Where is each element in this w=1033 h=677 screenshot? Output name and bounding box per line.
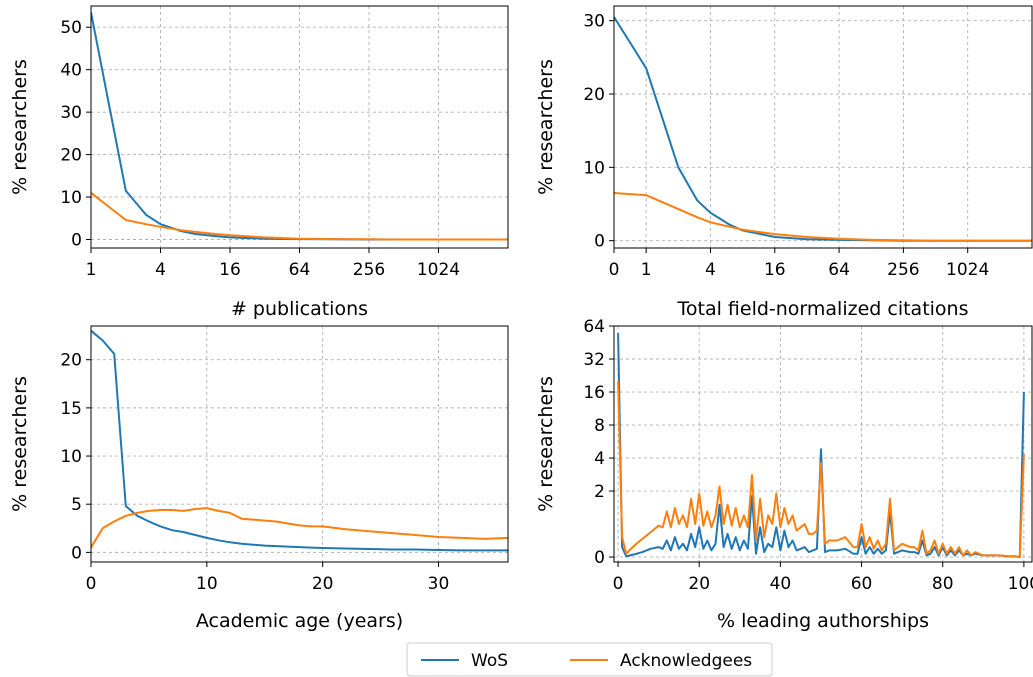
series-line-wos	[614, 16, 1032, 242]
series-line-acknowledgees	[91, 507, 508, 549]
x-tick-label: 256	[353, 260, 385, 280]
plot-frame	[613, 325, 1033, 563]
x-tick-label: 30	[428, 574, 450, 594]
x-tick-label: 64	[828, 260, 850, 280]
x-tick-label: 1	[86, 260, 97, 280]
plot-frame	[90, 325, 509, 563]
x-tick-label: 60	[851, 574, 873, 594]
y-tick-label: 10	[60, 447, 82, 467]
y-tick-label: 0	[594, 232, 605, 252]
x-tick-label: 4	[155, 260, 166, 280]
x-tick-label: 16	[764, 260, 786, 280]
legend-label-acknowledgees: Acknowledgees	[620, 651, 752, 671]
x-tick-label: 0	[609, 260, 620, 280]
subplot-3: 0 10 20 30 0 5 10 15 20 Academic age (years) % res…	[9, 325, 509, 632]
y-tick-label: 10	[60, 188, 82, 208]
y-tick-label: 4	[594, 449, 605, 469]
y-tick-label: 8	[594, 416, 605, 436]
y-tick-label: 30	[60, 103, 82, 123]
x-tick-label: 100	[1008, 574, 1033, 594]
x-tick-label: 4	[705, 260, 716, 280]
legend-label-wos: WoS	[471, 651, 508, 671]
y-tick-label: 40	[60, 61, 82, 81]
x-tick-label: 20	[688, 574, 710, 594]
y-axis-label: % researchers	[9, 59, 31, 195]
series-line-wos	[91, 330, 508, 552]
x-tick-label: 20	[312, 574, 334, 594]
x-tick-label: 0	[86, 574, 97, 594]
series-line-acknowledgees	[91, 192, 508, 241]
y-tick-label: 10	[583, 158, 605, 178]
y-axis-label: % researchers	[535, 59, 557, 195]
subplot-4: 0 20 40 60 80 100 0 2 4 8 16 32 64 % leading authorsh…	[535, 317, 1033, 632]
x-tick-label: 80	[932, 574, 954, 594]
series-line-acknowledgees	[614, 192, 1032, 242]
x-tick-label: 64	[289, 260, 311, 280]
x-axis-label: # publications	[231, 298, 368, 320]
x-tick-label: 0	[613, 574, 624, 594]
y-tick-label: 32	[583, 350, 605, 370]
legend: WoS Acknowledgees	[406, 642, 773, 677]
y-axis-label: % researchers	[535, 376, 557, 512]
y-tick-label: 0	[71, 543, 82, 563]
x-tick-label: 10	[196, 574, 218, 594]
y-tick-label: 20	[60, 351, 82, 371]
y-tick-label: 16	[583, 383, 605, 403]
y-tick-label: 64	[583, 317, 605, 337]
x-tick-label: 16	[219, 260, 241, 280]
x-tick-label: 1024	[417, 260, 460, 280]
y-tick-label: 20	[583, 85, 605, 105]
x-axis-label: Total field-normalized citations	[677, 298, 969, 320]
y-tick-label: 20	[60, 146, 82, 166]
y-tick-label: 50	[60, 18, 82, 38]
subplot-2: 0 1 4 16 64 256 1024 0 10 20 30 Total field-normali…	[535, 5, 1033, 320]
y-tick-label: 0	[594, 548, 605, 568]
y-tick-label: 2	[594, 482, 605, 502]
x-tick-label: 256	[887, 260, 919, 280]
x-tick-label: 1	[641, 260, 652, 280]
y-tick-label: 0	[71, 231, 82, 251]
y-tick-label: 15	[60, 399, 82, 419]
y-tick-label: 30	[583, 12, 605, 32]
x-axis-label: % leading authorships	[717, 610, 929, 632]
y-axis-label: % researchers	[9, 376, 31, 512]
series-line-acknowledgees	[617, 381, 1025, 558]
x-tick-label: 40	[770, 574, 792, 594]
plot-frame	[613, 5, 1033, 249]
subplot-1: 1 4 16 64 256 1024 0 10 20 30 40 50 # publications % …	[9, 5, 509, 320]
x-tick-label: 1024	[946, 260, 989, 280]
x-axis-label: Academic age (years)	[196, 610, 403, 632]
y-tick-label: 5	[71, 495, 82, 515]
